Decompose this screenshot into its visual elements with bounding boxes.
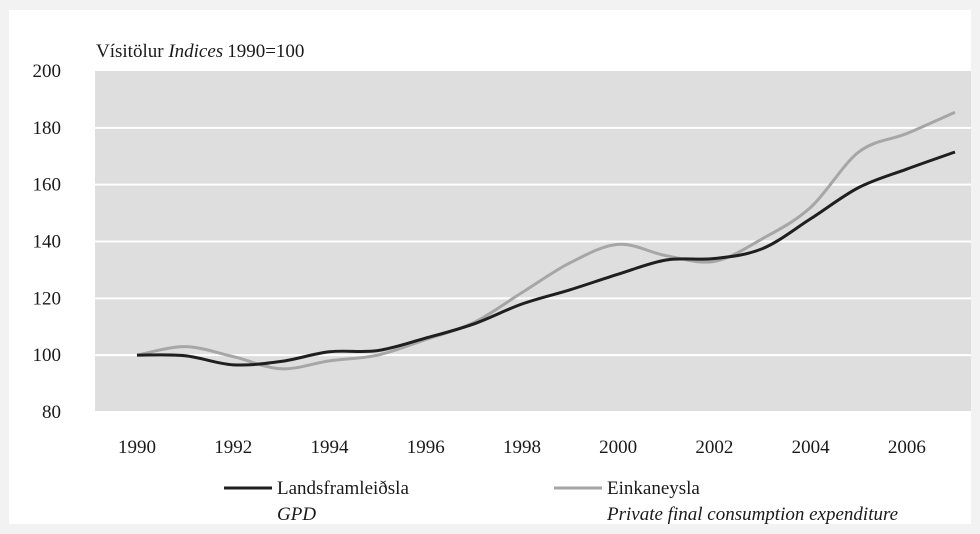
- x-tick-label: 1998: [503, 437, 541, 458]
- x-tick-label: 1994: [310, 437, 349, 458]
- series-lines: [136, 110, 956, 371]
- x-tick-label: 2000: [599, 437, 637, 458]
- y-tick-label: 180: [33, 118, 62, 139]
- y-tick-label: 120: [33, 288, 62, 309]
- y-tick-label: 140: [33, 232, 62, 253]
- x-tick-label: 2004: [792, 437, 831, 458]
- x-tick-label: 1990: [118, 437, 156, 458]
- legend-label-gdp: Landsframleiðsla: [277, 478, 409, 499]
- legend-sublabel-gdp: GPD: [277, 504, 316, 524]
- series-line-consumption: [136, 110, 956, 371]
- x-tick-label: 1992: [214, 437, 252, 458]
- x-tick-label: 2002: [695, 437, 733, 458]
- chart-card: Vísitölur Indices 1990=100 80 100 120 140 160…: [9, 10, 971, 524]
- y-axis-label: Vísitölur Indices 1990=100: [96, 41, 304, 62]
- x-tick-label: 1996: [407, 437, 445, 458]
- y-tick-label: 100: [33, 345, 62, 366]
- legend-label-consumption: Einkaneysla: [607, 478, 700, 499]
- y-axis-ticks: 80 100 120 140 160 180 200: [33, 61, 62, 423]
- legend: Landsframleiðsla GPD Einkaneysla Private…: [224, 478, 898, 524]
- y-tick-label: 160: [33, 175, 62, 196]
- gridlines: [95, 126, 971, 413]
- line-chart: Vísitölur Indices 1990=100 80 100 120 140 160…: [33, 41, 971, 524]
- legend-sublabel-consumption: Private final consumption expenditure: [606, 504, 898, 524]
- y-tick-label: 200: [33, 61, 62, 82]
- x-tick-label: 2006: [888, 437, 926, 458]
- y-tick-label: 80: [42, 402, 61, 423]
- series-line-gdp: [136, 150, 956, 367]
- x-axis-ticks: 1990 1992 1994 1996 1998 2000 2002 2004 2006: [118, 437, 926, 458]
